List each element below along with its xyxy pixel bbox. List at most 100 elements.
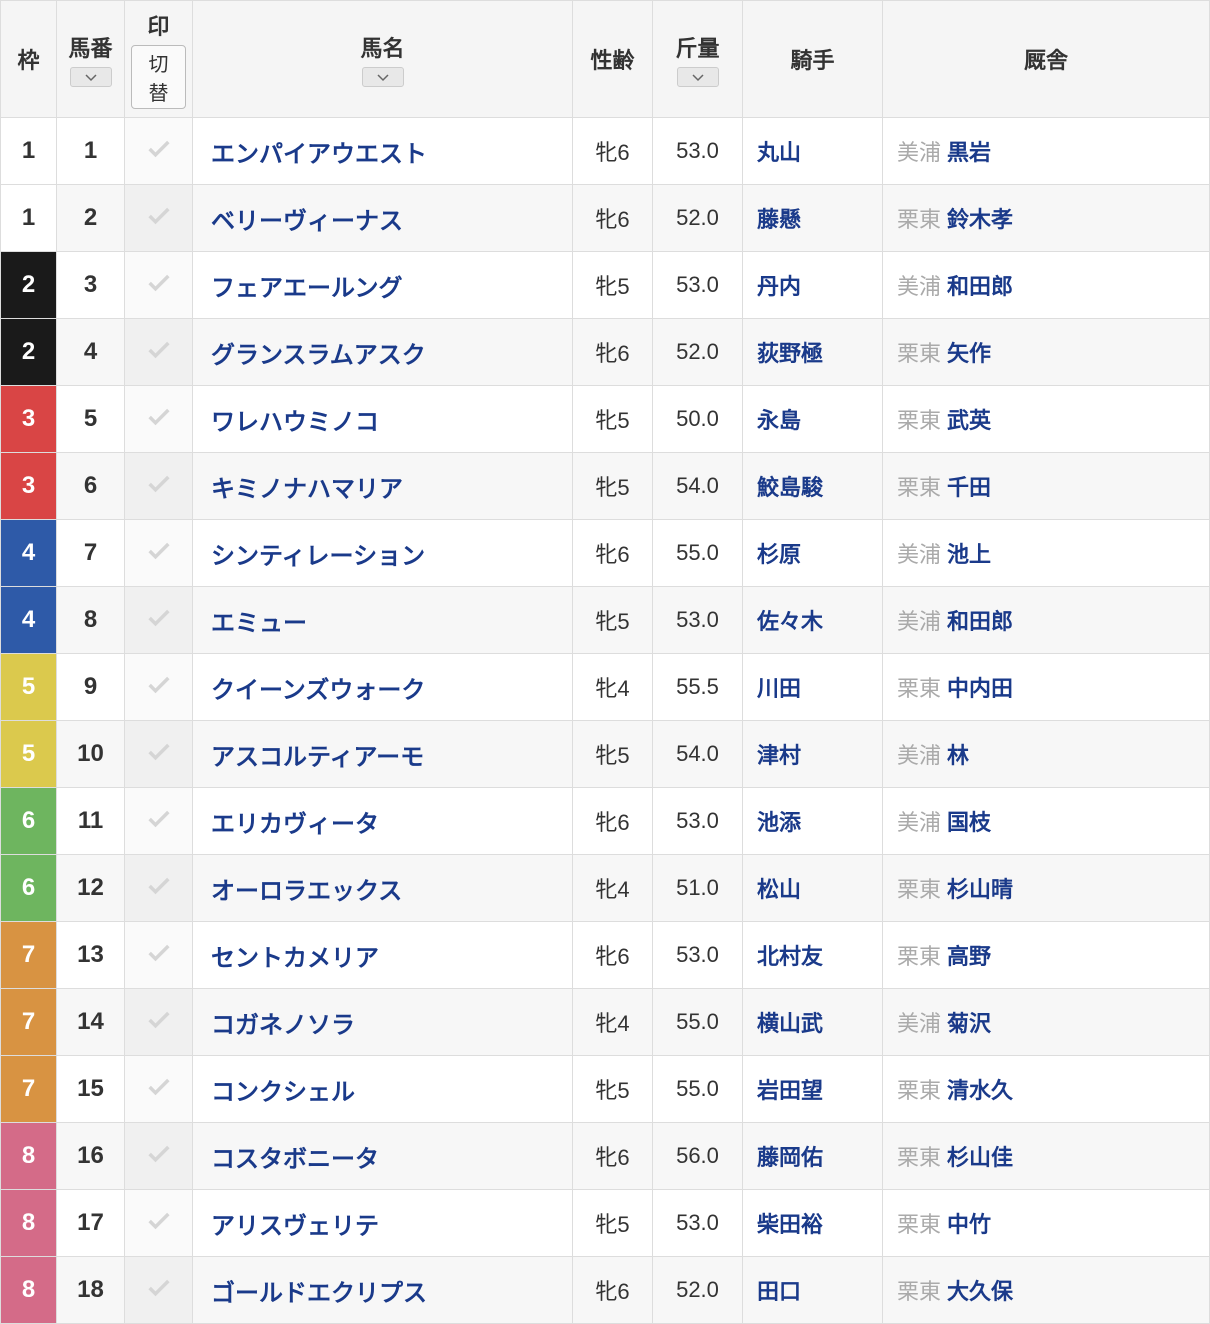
- horse-name-link[interactable]: セントカメリア: [211, 945, 379, 972]
- horse-name-link[interactable]: エリカヴィータ: [211, 811, 379, 838]
- horse-name-sort-button[interactable]: [362, 67, 404, 87]
- stable-link[interactable]: 杉山佳: [947, 1145, 1013, 1170]
- mark-cell[interactable]: [125, 520, 193, 587]
- umaban-cell: 9: [57, 654, 125, 721]
- horse-name-link[interactable]: ベリーヴィーナス: [211, 208, 403, 235]
- jockey-link[interactable]: 岩田望: [757, 1078, 823, 1103]
- mark-cell[interactable]: [125, 185, 193, 252]
- jockey-link[interactable]: 田口: [757, 1279, 801, 1304]
- table-row: 611エリカヴィータ牝653.0池添美浦国枝: [1, 788, 1210, 855]
- stable-link[interactable]: 和田郎: [947, 609, 1013, 634]
- stable-link[interactable]: 黒岩: [947, 140, 991, 165]
- stable-cell: 栗東矢作: [883, 319, 1210, 386]
- stable-link[interactable]: 池上: [947, 542, 991, 567]
- horse-name-cell: シンティレーション: [193, 520, 573, 587]
- umaban-cell: 13: [57, 922, 125, 989]
- jockey-link[interactable]: 荻野極: [757, 341, 823, 366]
- chevron-down-icon: [85, 69, 97, 85]
- stable-link[interactable]: 高野: [947, 944, 991, 969]
- sex-age-cell: 牝5: [573, 453, 653, 520]
- jockey-link[interactable]: 永島: [757, 408, 801, 433]
- jockey-link[interactable]: 津村: [757, 743, 801, 768]
- table-row: 510アスコルティアーモ牝554.0津村美浦林: [1, 721, 1210, 788]
- horse-name-link[interactable]: コガネノソラ: [211, 1012, 355, 1039]
- horse-name-link[interactable]: オーロラエックス: [211, 878, 402, 905]
- mark-cell[interactable]: [125, 118, 193, 185]
- stable-link[interactable]: 大久保: [947, 1279, 1013, 1304]
- horse-name-link[interactable]: シンティレーション: [211, 543, 425, 570]
- table-row: 24グランスラムアスク牝652.0荻野極栗東矢作: [1, 319, 1210, 386]
- stable-link[interactable]: 林: [947, 743, 969, 768]
- mark-cell[interactable]: [125, 587, 193, 654]
- mark-cell[interactable]: [125, 989, 193, 1056]
- check-icon: [143, 1138, 175, 1170]
- horse-name-link[interactable]: ゴールドエクリプス: [211, 1280, 427, 1307]
- jockey-link[interactable]: 丸山: [757, 140, 801, 165]
- stable-location: 美浦: [897, 743, 941, 768]
- sex-age-cell: 牝5: [573, 587, 653, 654]
- jockey-link[interactable]: 佐々木: [757, 609, 823, 634]
- stable-link[interactable]: 菊沢: [947, 1011, 991, 1036]
- jockey-link[interactable]: 柴田裕: [757, 1212, 823, 1237]
- jockey-link[interactable]: 丹内: [757, 274, 801, 299]
- check-icon: [143, 401, 175, 433]
- check-icon: [143, 669, 175, 701]
- horse-name-link[interactable]: エンパイアウエスト: [211, 141, 427, 168]
- stable-link[interactable]: 中竹: [947, 1212, 991, 1237]
- check-icon: [143, 267, 175, 299]
- jockey-link[interactable]: 杉原: [757, 542, 801, 567]
- weight-sort-button[interactable]: [677, 67, 719, 87]
- mark-cell[interactable]: [125, 654, 193, 721]
- table-row: 816コスタボニータ牝656.0藤岡佑栗東杉山佳: [1, 1123, 1210, 1190]
- stable-link[interactable]: 武英: [947, 408, 991, 433]
- stable-link[interactable]: 矢作: [947, 341, 991, 366]
- header-horse-name: 馬名: [193, 1, 573, 118]
- stable-link[interactable]: 清水久: [947, 1078, 1013, 1103]
- jockey-link[interactable]: 藤岡佑: [757, 1145, 823, 1170]
- umaban-cell: 8: [57, 587, 125, 654]
- jockey-link[interactable]: 北村友: [757, 944, 823, 969]
- stable-link[interactable]: 国枝: [947, 810, 991, 835]
- stable-link[interactable]: 杉山晴: [947, 877, 1013, 902]
- mark-cell[interactable]: [125, 721, 193, 788]
- mark-cell[interactable]: [125, 1257, 193, 1324]
- mark-cell[interactable]: [125, 1123, 193, 1190]
- header-horse-name-label: 馬名: [360, 31, 404, 63]
- mark-cell[interactable]: [125, 1190, 193, 1257]
- umaban-sort-button[interactable]: [70, 67, 112, 87]
- stable-link[interactable]: 千田: [947, 475, 991, 500]
- mark-cell[interactable]: [125, 788, 193, 855]
- mark-cell[interactable]: [125, 319, 193, 386]
- horse-name-link[interactable]: フェアエールング: [211, 275, 403, 302]
- jockey-link[interactable]: 池添: [757, 810, 801, 835]
- mark-cell[interactable]: [125, 386, 193, 453]
- horse-name-cell: グランスラムアスク: [193, 319, 573, 386]
- horse-name-link[interactable]: グランスラムアスク: [211, 342, 426, 369]
- jockey-link[interactable]: 松山: [757, 877, 801, 902]
- jockey-link[interactable]: 藤懸: [757, 207, 801, 232]
- stable-link[interactable]: 鈴木孝: [947, 207, 1013, 232]
- weight-cell: 55.0: [653, 520, 743, 587]
- horse-name-link[interactable]: コスタボニータ: [211, 1146, 379, 1173]
- jockey-link[interactable]: 川田: [757, 676, 801, 701]
- mark-cell[interactable]: [125, 855, 193, 922]
- horse-name-link[interactable]: コンクシェル: [211, 1079, 355, 1106]
- stable-link[interactable]: 中内田: [947, 676, 1013, 701]
- jockey-cell: 丸山: [743, 118, 883, 185]
- horse-name-link[interactable]: エミュー: [211, 610, 307, 637]
- mark-cell[interactable]: [125, 252, 193, 319]
- horse-name-link[interactable]: アリスヴェリテ: [211, 1213, 379, 1240]
- jockey-link[interactable]: 横山武: [757, 1011, 823, 1036]
- stable-location: 栗東: [897, 676, 941, 701]
- horse-name-link[interactable]: クイーンズウォーク: [211, 677, 425, 704]
- horse-name-link[interactable]: ワレハウミノコ: [211, 409, 379, 436]
- mark-cell[interactable]: [125, 453, 193, 520]
- horse-name-link[interactable]: アスコルティアーモ: [211, 744, 424, 771]
- horse-name-link[interactable]: キミノナハマリア: [211, 476, 403, 503]
- mark-toggle-button[interactable]: 切替: [131, 45, 186, 109]
- mark-cell[interactable]: [125, 1056, 193, 1123]
- mark-cell[interactable]: [125, 922, 193, 989]
- header-jockey-label: 騎手: [790, 48, 834, 73]
- jockey-link[interactable]: 鮫島駿: [757, 475, 823, 500]
- stable-link[interactable]: 和田郎: [947, 274, 1013, 299]
